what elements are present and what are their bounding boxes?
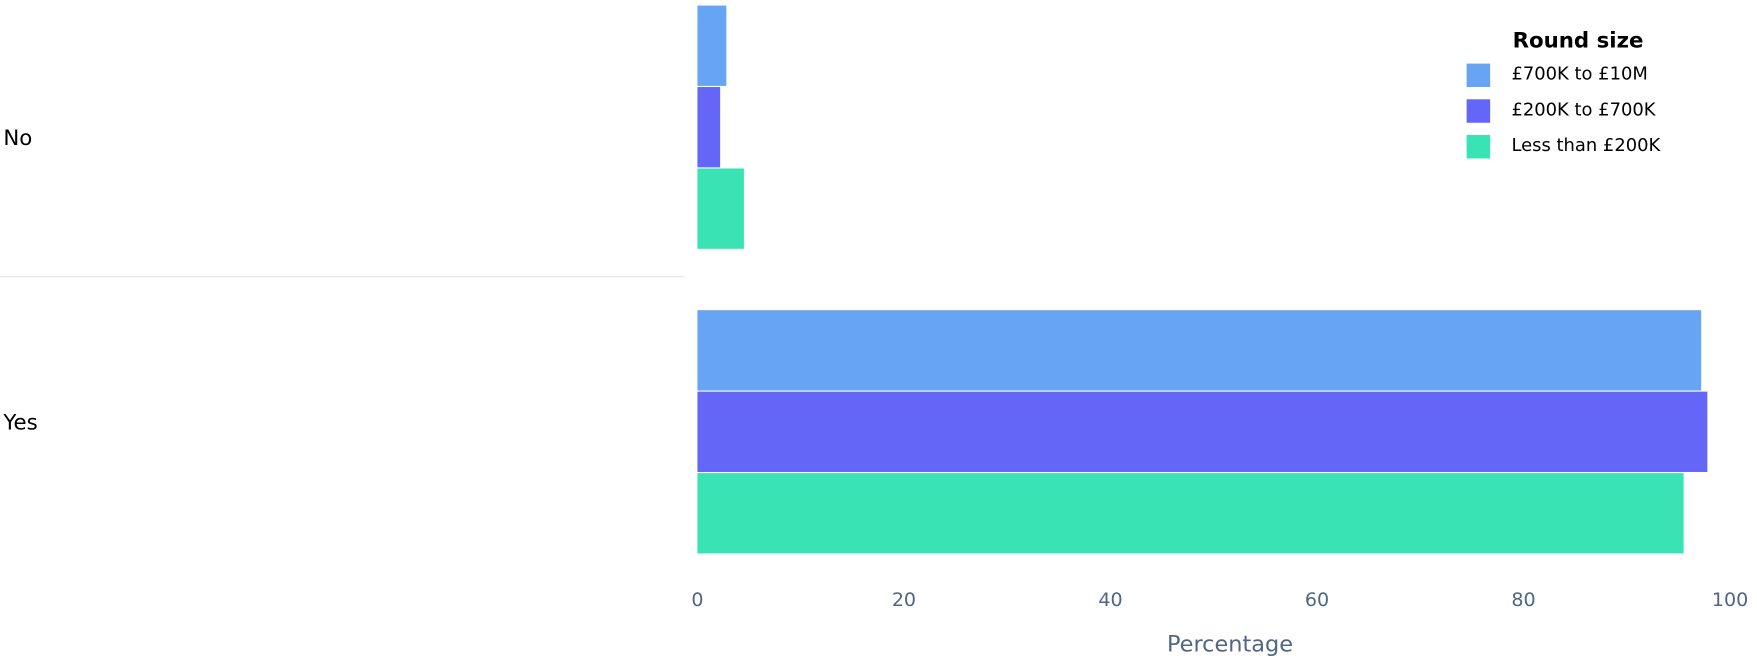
y-tick-label: No — [3, 126, 32, 151]
x-tick-label: 100 — [1712, 589, 1748, 611]
x-tick-label: 0 — [691, 589, 703, 611]
legend-label: Less than £200K — [1511, 135, 1661, 156]
legend-label: £200K to £700K — [1511, 99, 1656, 120]
legend-swatch — [1466, 63, 1491, 88]
bar — [697, 5, 727, 86]
x-tick-label: 20 — [892, 589, 916, 611]
bar — [697, 87, 721, 168]
y-tick-label: Yes — [2, 410, 37, 435]
bar — [697, 310, 1702, 391]
x-tick-label: 40 — [1098, 589, 1122, 611]
bar — [697, 391, 1708, 472]
bar — [697, 168, 744, 249]
x-tick-label: 80 — [1511, 589, 1535, 611]
bar — [697, 473, 1684, 554]
x-axis-title: Percentage — [1167, 631, 1293, 657]
legend-title: Round size — [1513, 28, 1644, 53]
x-tick-label: 60 — [1305, 589, 1329, 611]
legend-swatch — [1466, 99, 1491, 123]
legend-label: £700K to £10M — [1511, 64, 1647, 85]
legend-swatch — [1466, 135, 1491, 159]
